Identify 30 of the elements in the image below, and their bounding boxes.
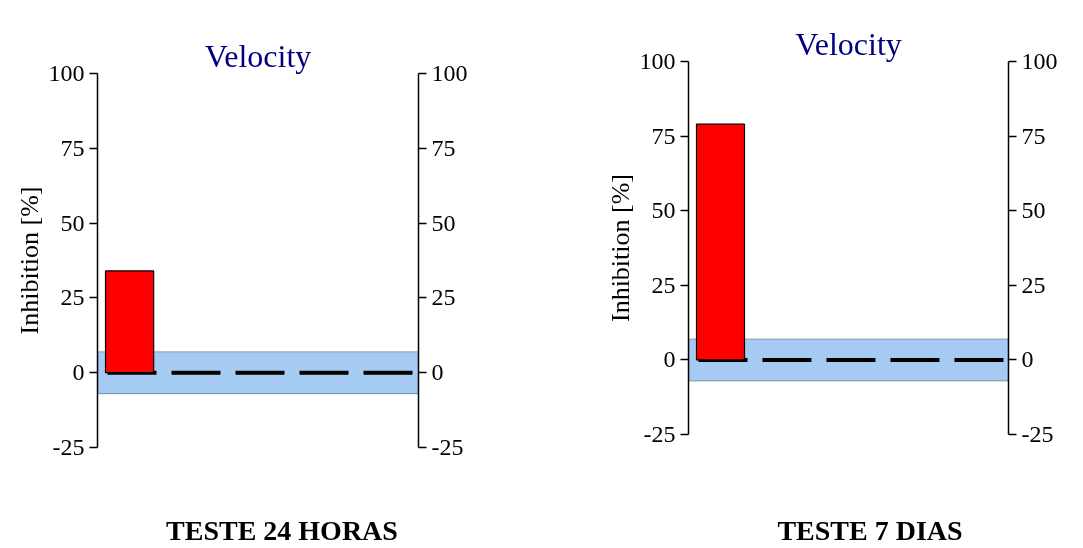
y2-tick-label: 50 <box>431 209 456 236</box>
y-tick-label: 50 <box>651 197 676 224</box>
y-tick-label: 0 <box>663 346 676 373</box>
y-tick-label: 0 <box>72 359 85 386</box>
y2-tick-label: 100 <box>1021 48 1058 74</box>
y2-tick-label: 25 <box>1021 271 1046 298</box>
y2-tick-label: 50 <box>1021 197 1046 224</box>
chart-title: Velocity <box>795 25 902 62</box>
y-tick-label: -25 <box>643 421 676 447</box>
y-tick-label: 100 <box>639 48 676 74</box>
text: TESTE 24 HORAS <box>166 515 398 546</box>
y-tick-label: 75 <box>651 122 676 149</box>
y-tick-label: 25 <box>60 284 85 311</box>
chart-title: Velocity <box>204 37 312 74</box>
y2-tick-label: -25 <box>1021 421 1054 447</box>
y2-tick-label: 75 <box>1021 122 1046 149</box>
y-tick-label: -25 <box>52 434 85 460</box>
y2-tick-label: 0 <box>431 359 444 386</box>
text: TESTE 7 DIAS <box>777 515 963 546</box>
y-tick-label: 75 <box>60 134 85 161</box>
y2-tick-label: 25 <box>431 284 456 311</box>
y2-tick-label: 100 <box>431 60 468 86</box>
y-axis-title: Inhibition [%] <box>14 186 44 335</box>
y-tick-label: 100 <box>48 60 85 86</box>
y-tick-label: 25 <box>651 271 676 298</box>
y2-tick-label: 75 <box>431 134 456 161</box>
y2-tick-label: 0 <box>1021 346 1034 373</box>
y-tick-label: 50 <box>60 209 85 236</box>
y2-tick-label: -25 <box>431 434 464 460</box>
y-axis-title: Inhibition [%] <box>605 173 635 323</box>
